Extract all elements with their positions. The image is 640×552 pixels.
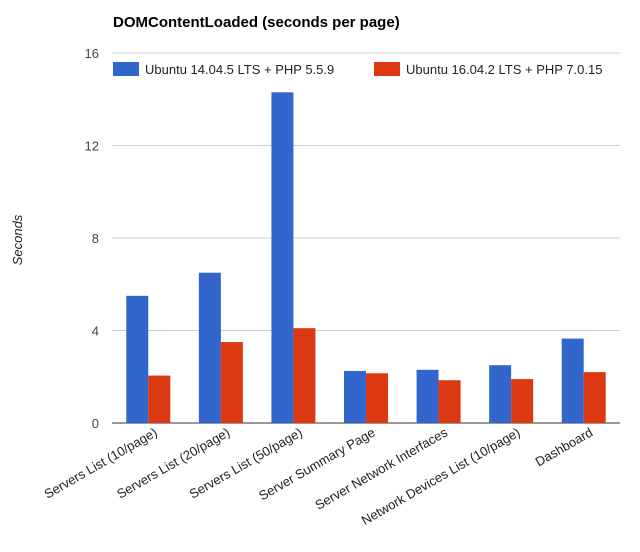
legend-label: Ubuntu 16.04.2 LTS + PHP 7.0.15 (406, 62, 602, 77)
x-tick-label: Server Network Interfaces (312, 424, 450, 512)
bar-series1 (561, 338, 584, 423)
bars (126, 92, 606, 423)
y-axis-label: Seconds (10, 214, 25, 265)
bar-series1 (126, 295, 149, 423)
bar-series2 (511, 379, 534, 423)
legend: Ubuntu 14.04.5 LTS + PHP 5.5.9 Ubuntu 16.… (113, 62, 602, 77)
bar-series1 (344, 370, 366, 423)
x-axis-tick-labels: Servers List (10/page)Servers List (20/p… (42, 424, 596, 528)
x-tick-label: Servers List (10/page) (42, 425, 160, 502)
legend-swatch (113, 62, 139, 76)
legend-item: Ubuntu 16.04.2 LTS + PHP 7.0.15 (374, 62, 602, 77)
gridlines (112, 52, 620, 424)
bar-series2 (220, 342, 243, 423)
y-tick-label: 4 (92, 324, 99, 339)
y-tick-label: 12 (85, 139, 99, 154)
legend-swatch (374, 62, 400, 76)
chart-title: DOMContentLoaded (seconds per page) (113, 14, 400, 31)
x-tick-label: Server Summary Page (256, 425, 377, 504)
y-tick-label: 16 (85, 46, 99, 61)
bar-series2 (366, 373, 388, 423)
x-tick-label: Dashboard (533, 425, 596, 470)
bar-series2 (583, 372, 606, 423)
bar-series1 (271, 92, 294, 423)
bar-series2 (438, 380, 461, 423)
legend-item: Ubuntu 14.04.5 LTS + PHP 5.5.9 (113, 62, 334, 77)
y-axis-ticks: 0 4 8 12 16 (85, 46, 99, 431)
legend-label: Ubuntu 14.04.5 LTS + PHP 5.5.9 (145, 62, 334, 77)
y-tick-label: 8 (92, 231, 99, 246)
bar-series1 (198, 272, 221, 423)
bar-series2 (293, 328, 316, 423)
bar-series1 (489, 365, 512, 423)
bar-series1 (416, 369, 439, 423)
y-tick-label: 0 (92, 416, 99, 431)
bar-series2 (148, 375, 171, 423)
